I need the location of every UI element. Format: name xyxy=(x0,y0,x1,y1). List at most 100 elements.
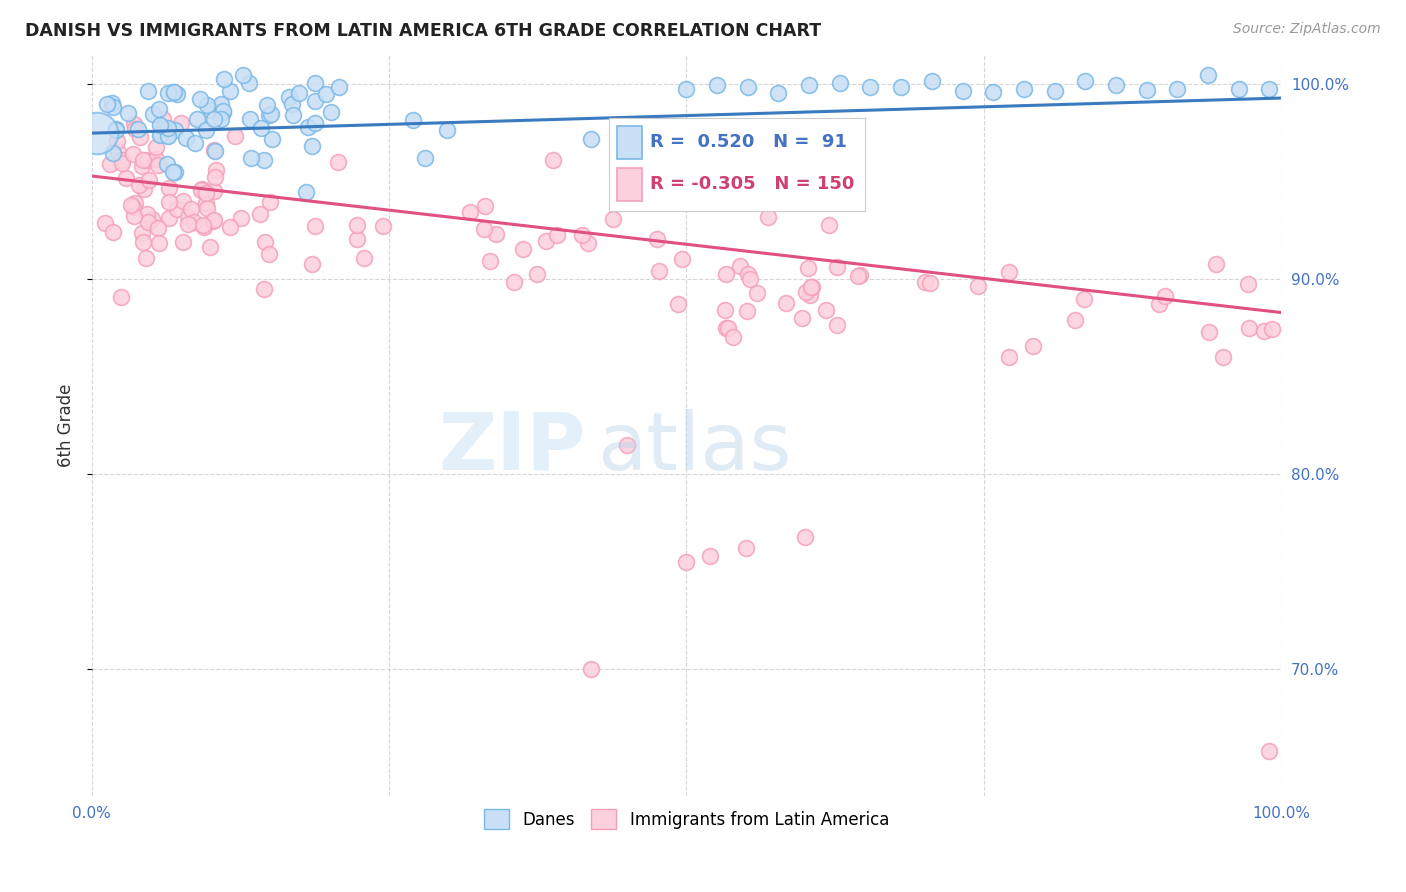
Point xyxy=(581,662,603,676)
Point xyxy=(301,256,323,270)
Point xyxy=(101,100,124,114)
Point xyxy=(280,96,302,111)
Point xyxy=(262,132,284,146)
Point xyxy=(436,122,458,136)
Point xyxy=(1237,320,1260,334)
Point xyxy=(328,80,350,95)
Point xyxy=(790,310,813,325)
Point xyxy=(170,116,193,130)
Point xyxy=(111,153,134,168)
Point xyxy=(799,288,821,302)
Point xyxy=(202,214,225,228)
Point xyxy=(745,285,768,300)
Point xyxy=(1063,313,1085,327)
Point xyxy=(166,87,188,102)
Point xyxy=(156,128,179,142)
Point xyxy=(136,84,159,98)
Point xyxy=(768,86,790,100)
Point xyxy=(232,68,254,82)
Point xyxy=(259,108,281,122)
Point xyxy=(249,206,271,220)
Point xyxy=(135,251,157,265)
Point xyxy=(105,134,128,148)
Text: atlas: atlas xyxy=(598,409,792,487)
Point xyxy=(602,211,624,226)
Point xyxy=(124,196,146,211)
Point xyxy=(295,185,318,199)
Point xyxy=(952,84,974,98)
Point xyxy=(135,207,157,221)
Point xyxy=(134,181,156,195)
Point xyxy=(146,158,169,172)
Point xyxy=(981,85,1004,99)
Point xyxy=(321,105,343,120)
Point xyxy=(183,136,205,150)
Point xyxy=(159,195,181,210)
Point xyxy=(699,549,721,564)
Point xyxy=(890,79,912,94)
Point xyxy=(211,97,233,112)
Point xyxy=(373,219,395,233)
Point xyxy=(818,218,841,232)
Point xyxy=(183,215,205,229)
Point xyxy=(288,86,311,100)
Point xyxy=(474,222,496,236)
Point xyxy=(526,267,548,281)
Point xyxy=(815,302,838,317)
Point xyxy=(156,156,179,170)
Legend: Danes, Immigrants from Latin America: Danes, Immigrants from Latin America xyxy=(477,802,896,836)
Point xyxy=(149,118,172,132)
Point xyxy=(666,297,689,311)
Point xyxy=(671,252,693,267)
Point xyxy=(195,97,218,112)
Point xyxy=(173,194,195,208)
Point xyxy=(1166,81,1188,95)
Point xyxy=(716,268,738,282)
Point xyxy=(546,228,568,243)
Point xyxy=(180,202,202,217)
Point xyxy=(920,276,942,290)
Point xyxy=(260,107,283,121)
Point xyxy=(136,215,159,229)
Point xyxy=(714,321,737,335)
Point xyxy=(172,235,194,249)
Point xyxy=(1261,322,1284,336)
Point xyxy=(474,199,496,213)
Point xyxy=(756,210,779,224)
Point xyxy=(131,226,153,240)
Point xyxy=(458,204,481,219)
Point xyxy=(104,122,127,136)
Point xyxy=(1149,297,1171,311)
Point xyxy=(212,104,235,119)
Point xyxy=(775,296,797,310)
Point xyxy=(675,81,697,95)
Point xyxy=(214,72,236,87)
Point xyxy=(576,236,599,251)
Point xyxy=(717,321,740,335)
Point xyxy=(478,254,501,268)
Point xyxy=(1105,78,1128,92)
Point xyxy=(176,131,198,145)
Point xyxy=(346,232,368,246)
Point xyxy=(163,85,186,99)
Point xyxy=(413,152,436,166)
Point xyxy=(186,112,208,126)
Y-axis label: 6th Grade: 6th Grade xyxy=(58,384,75,467)
Point xyxy=(117,106,139,120)
Point xyxy=(301,138,323,153)
Point xyxy=(825,318,848,332)
Point xyxy=(502,275,524,289)
Point xyxy=(121,200,143,214)
Point xyxy=(921,74,943,88)
Point xyxy=(825,260,848,274)
Point xyxy=(157,211,180,225)
Point xyxy=(131,159,153,173)
Point xyxy=(346,219,368,233)
Point xyxy=(195,186,218,201)
Point xyxy=(966,279,988,293)
Text: Source: ZipAtlas.com: Source: ZipAtlas.com xyxy=(1233,22,1381,37)
Point xyxy=(132,235,155,249)
Point xyxy=(859,79,882,94)
Point xyxy=(259,194,281,209)
Point xyxy=(212,105,235,120)
